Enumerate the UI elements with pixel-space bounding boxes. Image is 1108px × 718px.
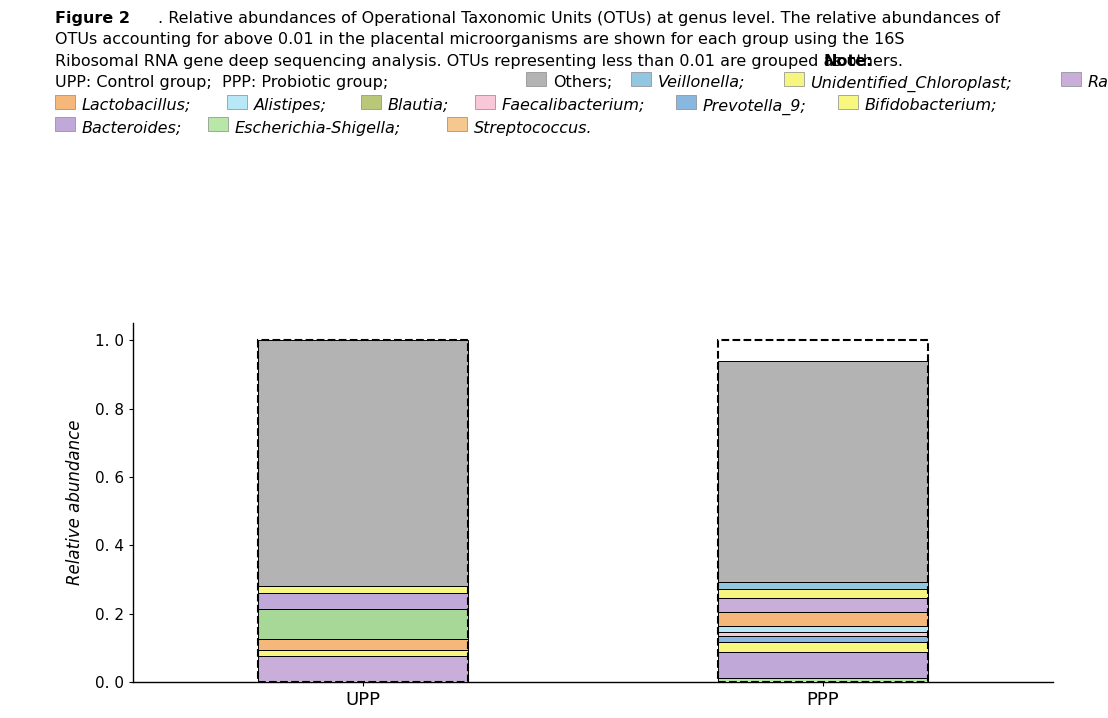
Text: Faecalibacterium;: Faecalibacterium; bbox=[502, 98, 645, 113]
Text: Alistipes;: Alistipes; bbox=[254, 98, 327, 113]
Bar bbox=[718, 582, 927, 589]
Y-axis label: Relative abundance: Relative abundance bbox=[65, 420, 84, 585]
Text: . Relative abundances of Operational Taxonomic Units (OTUs) at genus level. The : . Relative abundances of Operational Tax… bbox=[158, 11, 1001, 26]
Bar bbox=[718, 589, 927, 598]
Bar bbox=[258, 656, 468, 682]
Text: Bifidobacterium;: Bifidobacterium; bbox=[864, 98, 997, 113]
Text: Blautia;: Blautia; bbox=[388, 98, 449, 113]
Text: Escherichia-Shigella;: Escherichia-Shigella; bbox=[235, 121, 401, 136]
Bar bbox=[718, 598, 927, 612]
Bar bbox=[258, 639, 468, 650]
Text: UPP: Control group;  PPP: Probiotic group;: UPP: Control group; PPP: Probiotic group… bbox=[55, 75, 389, 90]
Text: Ralstonia;: Ralstonia; bbox=[1088, 75, 1108, 90]
Text: Others;: Others; bbox=[553, 75, 612, 90]
Bar bbox=[718, 612, 927, 625]
Bar bbox=[258, 340, 468, 587]
Bar bbox=[258, 593, 468, 609]
Bar bbox=[258, 340, 468, 682]
Text: Unidentified_Chloroplast;: Unidentified_Chloroplast; bbox=[810, 75, 1012, 92]
Bar bbox=[718, 632, 927, 636]
Text: Note:: Note: bbox=[823, 54, 873, 69]
Bar bbox=[258, 650, 468, 656]
Text: OTUs accounting for above 0.01 in the placental microorganisms are shown for eac: OTUs accounting for above 0.01 in the pl… bbox=[55, 32, 905, 47]
Bar bbox=[718, 636, 927, 642]
Bar bbox=[718, 625, 927, 632]
Bar bbox=[258, 609, 468, 639]
Text: Figure 2: Figure 2 bbox=[55, 11, 131, 26]
Bar bbox=[718, 360, 927, 582]
Bar bbox=[718, 678, 927, 682]
Text: Veillonella;: Veillonella; bbox=[658, 75, 745, 90]
Text: Streptococcus.: Streptococcus. bbox=[473, 121, 592, 136]
Bar bbox=[718, 653, 927, 678]
Bar bbox=[718, 642, 927, 653]
Text: Bacteroides;: Bacteroides; bbox=[82, 121, 182, 136]
Text: Prevotella_9;: Prevotella_9; bbox=[702, 98, 806, 115]
Bar bbox=[718, 340, 927, 682]
Text: Ribosomal RNA gene deep sequencing analysis. OTUs representing less than 0.01 ar: Ribosomal RNA gene deep sequencing analy… bbox=[55, 54, 909, 69]
Text: Lactobacillus;: Lactobacillus; bbox=[82, 98, 192, 113]
Bar bbox=[258, 587, 468, 593]
